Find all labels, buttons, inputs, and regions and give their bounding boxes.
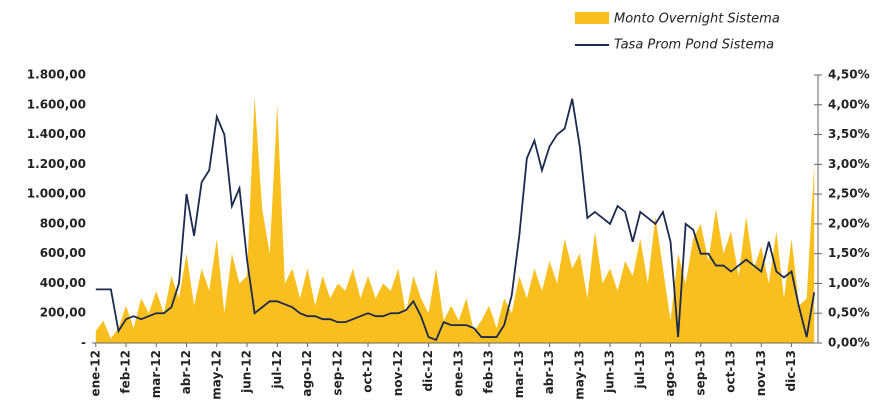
y2-tick-label: 2,00% xyxy=(828,216,870,230)
x-tick-label: mar-12 xyxy=(149,350,163,398)
legend-swatch xyxy=(575,12,609,24)
x-tick-label: oct-13 xyxy=(724,350,738,393)
x-tick-label: jul-13 xyxy=(633,350,647,389)
x-tick-label: may-13 xyxy=(572,350,586,400)
x-tick-label: may-12 xyxy=(209,350,223,400)
legend-label: Monto Overnight Sistema xyxy=(614,12,780,27)
x-tick-label: dic-12 xyxy=(421,350,435,392)
x-tick-label: jun-12 xyxy=(240,350,254,394)
x-tick-label: nov-13 xyxy=(754,350,768,396)
x-tick-label: abr-13 xyxy=(542,350,556,394)
y2-tick-label: 4,50% xyxy=(828,68,870,82)
y2-tick-label: 0,00% xyxy=(828,336,870,350)
y2-tick-label: 1,50% xyxy=(828,246,870,260)
y-tick-label: 800,00 xyxy=(40,216,86,230)
x-tick-label: ago-12 xyxy=(300,350,314,397)
x-tick-label: abr-12 xyxy=(179,350,193,394)
x-tick-label: jul-12 xyxy=(270,350,284,389)
y-tick-label: 400,00 xyxy=(40,276,86,290)
y2-tick-label: 3,50% xyxy=(828,127,870,141)
legend-label: Tasa Prom Pond Sistema xyxy=(614,38,774,53)
y2-tick-label: 3,00% xyxy=(828,157,870,171)
y-tick-label: 1.600,00 xyxy=(27,97,86,111)
x-tick-label: ene-13 xyxy=(451,350,465,397)
y-tick-label: 1.400,00 xyxy=(27,127,86,141)
x-tick-label: nov-12 xyxy=(391,350,405,396)
x-tick-label: feb-12 xyxy=(119,350,133,394)
area xyxy=(95,97,815,343)
line xyxy=(95,98,816,342)
x-tick-label: sep-13 xyxy=(693,350,707,396)
y2-tick-label: 2,50% xyxy=(828,187,870,201)
x-tick-label: feb-13 xyxy=(482,350,496,394)
y-tick-label: 1.000,00 xyxy=(27,187,86,201)
x-tick-label: ago-13 xyxy=(663,350,677,397)
y-tick-label: 200,00 xyxy=(40,306,86,320)
x-tick-label: jun-13 xyxy=(603,350,617,394)
y2-tick-label: 0,50% xyxy=(828,306,870,320)
y-tick-label: 1.800,00 xyxy=(27,68,86,82)
y2-tick-label: 4,00% xyxy=(828,97,870,111)
x-tick-label: mar-13 xyxy=(512,350,526,398)
x-tick-label: oct-12 xyxy=(361,350,375,393)
x-tick-label: dic-13 xyxy=(784,350,798,392)
y-tick-label: 1.200,00 xyxy=(27,157,86,171)
x-tick-label: sep-12 xyxy=(330,350,344,396)
x-tick-label: ene-12 xyxy=(88,350,102,397)
y2-tick-label: 1,00% xyxy=(828,276,870,290)
y-tick-label: 600,00 xyxy=(40,246,86,260)
y-tick-label: - xyxy=(81,336,86,350)
